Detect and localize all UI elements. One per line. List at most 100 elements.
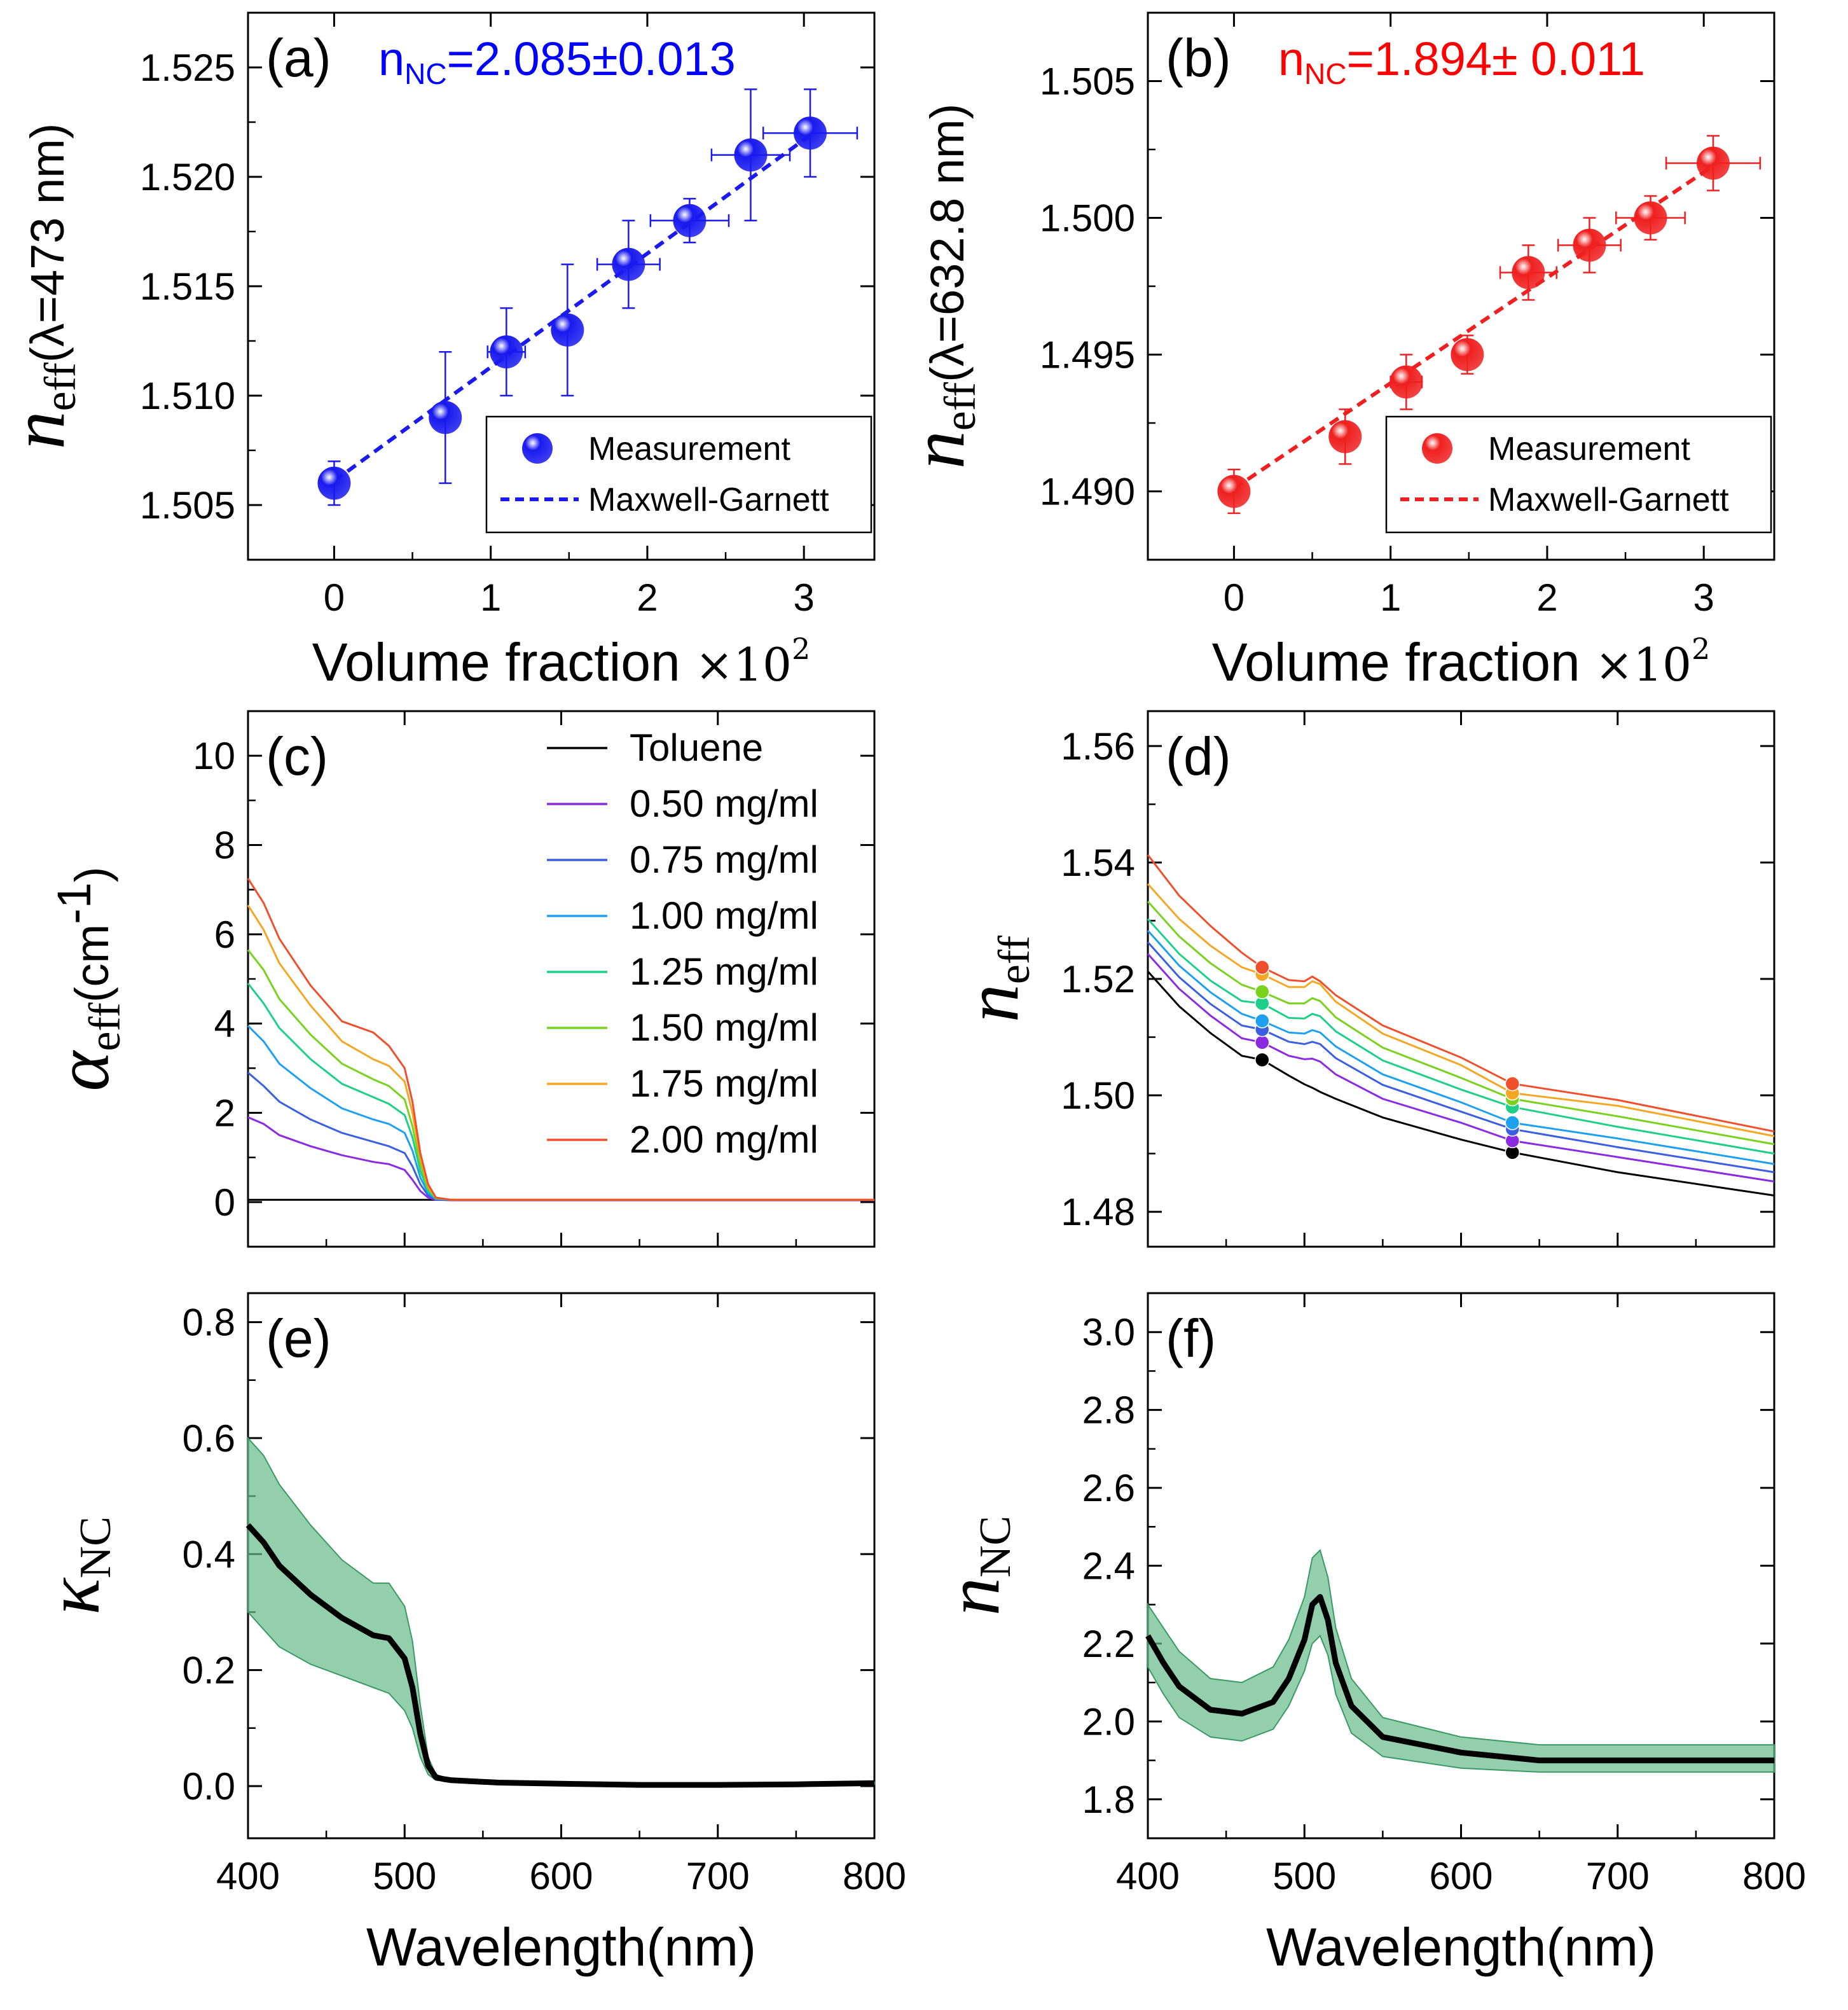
- y-axis-label-subscript: eff: [936, 382, 985, 431]
- x-tick-label: 800: [843, 1855, 906, 1897]
- x-axis-label: Wavelength(nm): [1266, 1917, 1656, 1977]
- series-line: [1147, 901, 1775, 1146]
- x-tick-label: 0: [324, 576, 345, 619]
- panel-label: (c): [266, 726, 328, 786]
- legend-marker: [1422, 433, 1452, 464]
- x-tick-label: 700: [1586, 1855, 1650, 1897]
- data-point: [794, 116, 827, 150]
- x-axis-label-times: ×: [695, 638, 733, 691]
- y-tick-label: 2.0: [1082, 1700, 1135, 1743]
- x-tick-label: 400: [1116, 1855, 1180, 1897]
- annotation-subscript: NC: [404, 57, 446, 90]
- data-point: [734, 138, 768, 172]
- y-tick-label: 1.48: [1061, 1191, 1135, 1233]
- x-axis-label-base: 10: [733, 638, 792, 691]
- panel-label: (b): [1166, 28, 1231, 88]
- y-axis-label-close: ): [66, 866, 118, 882]
- legend: Toluene 0.50 mg/ml 0.75 mg/ml 1.00 mg/ml 1.2…: [547, 726, 818, 1161]
- y-axis-label-superscript: -1: [48, 882, 100, 924]
- y-tick-label: 2.2: [1082, 1623, 1135, 1665]
- x-axis-label-text: Volume fraction: [1212, 632, 1595, 692]
- data-point: [1512, 256, 1545, 289]
- x-axis-label: Volume fraction ×102: [312, 632, 811, 692]
- y-tick-label: 1.8: [1082, 1778, 1135, 1821]
- y-axis-label-subscript: eff: [990, 935, 1039, 984]
- x-tick-label: 3: [1693, 576, 1714, 619]
- legend-label: Measurement: [1488, 431, 1690, 468]
- y-axis-label-symbol: κ: [31, 1577, 115, 1615]
- x-tick-label: 3: [794, 576, 815, 619]
- legend-label: 1.75 mg/ml: [630, 1062, 818, 1105]
- y-axis-label: αeff(cm-1): [40, 866, 130, 1091]
- x-tick-label: 500: [1272, 1855, 1336, 1897]
- series-line: [1147, 918, 1775, 1155]
- series-line: [1147, 854, 1775, 1133]
- series-line: [1147, 929, 1775, 1165]
- panel-label: (f): [1166, 1308, 1216, 1368]
- series-line: [247, 878, 874, 1201]
- x-tick-label: 1: [1380, 576, 1401, 619]
- y-axis-label: neff: [949, 935, 1039, 1022]
- y-tick-label: 2.8: [1082, 1389, 1135, 1432]
- measurement-point: [1255, 1052, 1270, 1067]
- y-tick-label: 1.495: [1040, 334, 1135, 377]
- y-tick-label: 1.54: [1061, 842, 1135, 884]
- y-tick-label: 2.4: [1082, 1545, 1135, 1588]
- y-axis-label-subscript: eff: [81, 1002, 130, 1051]
- annotation-symbol: n: [378, 32, 404, 85]
- legend-label: Maxwell-Garnett: [1488, 482, 1729, 518]
- y-tick-label: 6: [214, 913, 235, 956]
- data-point: [1634, 201, 1667, 235]
- x-tick-label: 600: [529, 1855, 593, 1897]
- y-axis-label-condition: (λ=473 nm): [21, 123, 74, 363]
- x-tick-label: 1: [480, 576, 501, 619]
- data-point: [1696, 146, 1730, 180]
- data-point: [612, 247, 645, 281]
- series-line: [1147, 883, 1775, 1137]
- measurement-point: [1255, 984, 1270, 999]
- data-point: [1451, 338, 1484, 371]
- annotation-value: =2.085±0.013: [447, 32, 736, 85]
- uncertainty-band: [1147, 1549, 1775, 1773]
- panel-4: 400 500 600 700 800 0.0 0.2 0.4 0.6 0.8 (e) κNC Wave…: [31, 1292, 906, 1977]
- y-tick-label: 1.50: [1061, 1074, 1135, 1117]
- y-axis-label: neff(λ=632.8 nm): [895, 104, 985, 469]
- data-point: [429, 401, 462, 434]
- x-tick-label: 2: [637, 576, 658, 619]
- y-tick-label: 1.56: [1061, 725, 1135, 768]
- data-point: [1328, 420, 1362, 454]
- uncertainty-band: [247, 1436, 875, 1787]
- y-tick-label: 1.52: [1061, 958, 1135, 1001]
- annotation-symbol: n: [1278, 32, 1304, 85]
- measurement-point: [1505, 1076, 1520, 1092]
- y-axis-label-symbol: n: [0, 411, 80, 449]
- series-line: [1147, 941, 1775, 1174]
- panel-2: 0 2 4 6 8 10 (c) Toluene 0.50 mg/ml 0.75 mg/ml 1.0…: [40, 710, 876, 1248]
- y-axis-label-condition: (λ=632.8 nm): [921, 104, 974, 382]
- y-tick-label: 0.2: [183, 1649, 235, 1692]
- legend-label: 1.50 mg/ml: [630, 1006, 818, 1049]
- x-tick-label: 400: [216, 1855, 280, 1897]
- data-point: [317, 466, 351, 500]
- y-tick-label: 2: [214, 1092, 235, 1135]
- legend: Measurement Maxwell-Garnett: [485, 415, 872, 534]
- y-axis-label: nNC: [930, 1516, 1020, 1616]
- x-axis-label: Volume fraction ×102: [1212, 632, 1711, 692]
- panel-label: (a): [266, 28, 331, 88]
- y-tick-label: 0.8: [183, 1301, 235, 1344]
- legend-label: Maxwell-Garnett: [588, 482, 829, 518]
- x-tick-label: 2: [1536, 576, 1557, 619]
- legend-label: Toluene: [630, 726, 763, 769]
- annotation: nNC=2.085±0.013: [378, 32, 736, 90]
- y-tick-label: 1.505: [140, 484, 235, 527]
- data-point: [551, 313, 584, 347]
- series-line: [245, 1523, 875, 1788]
- x-tick-label: 800: [1742, 1855, 1806, 1897]
- y-axis-label-symbol: α: [40, 1050, 125, 1092]
- annotation-value: =1.894± 0.011: [1347, 32, 1645, 85]
- panel-label: (e): [266, 1308, 331, 1368]
- legend-box: [1385, 415, 1772, 534]
- y-tick-label: 4: [214, 1002, 235, 1045]
- data-point: [1389, 365, 1423, 399]
